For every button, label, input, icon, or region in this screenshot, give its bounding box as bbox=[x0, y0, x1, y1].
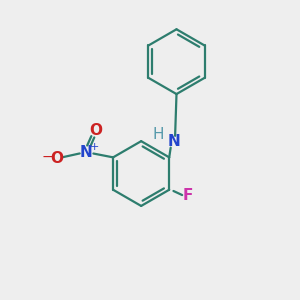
Text: N: N bbox=[80, 145, 92, 160]
Text: −: − bbox=[42, 150, 54, 164]
Text: F: F bbox=[182, 188, 193, 202]
Text: O: O bbox=[50, 151, 63, 166]
Text: O: O bbox=[89, 123, 102, 138]
Text: N: N bbox=[167, 134, 180, 149]
Text: H: H bbox=[153, 127, 164, 142]
Text: +: + bbox=[90, 142, 99, 152]
